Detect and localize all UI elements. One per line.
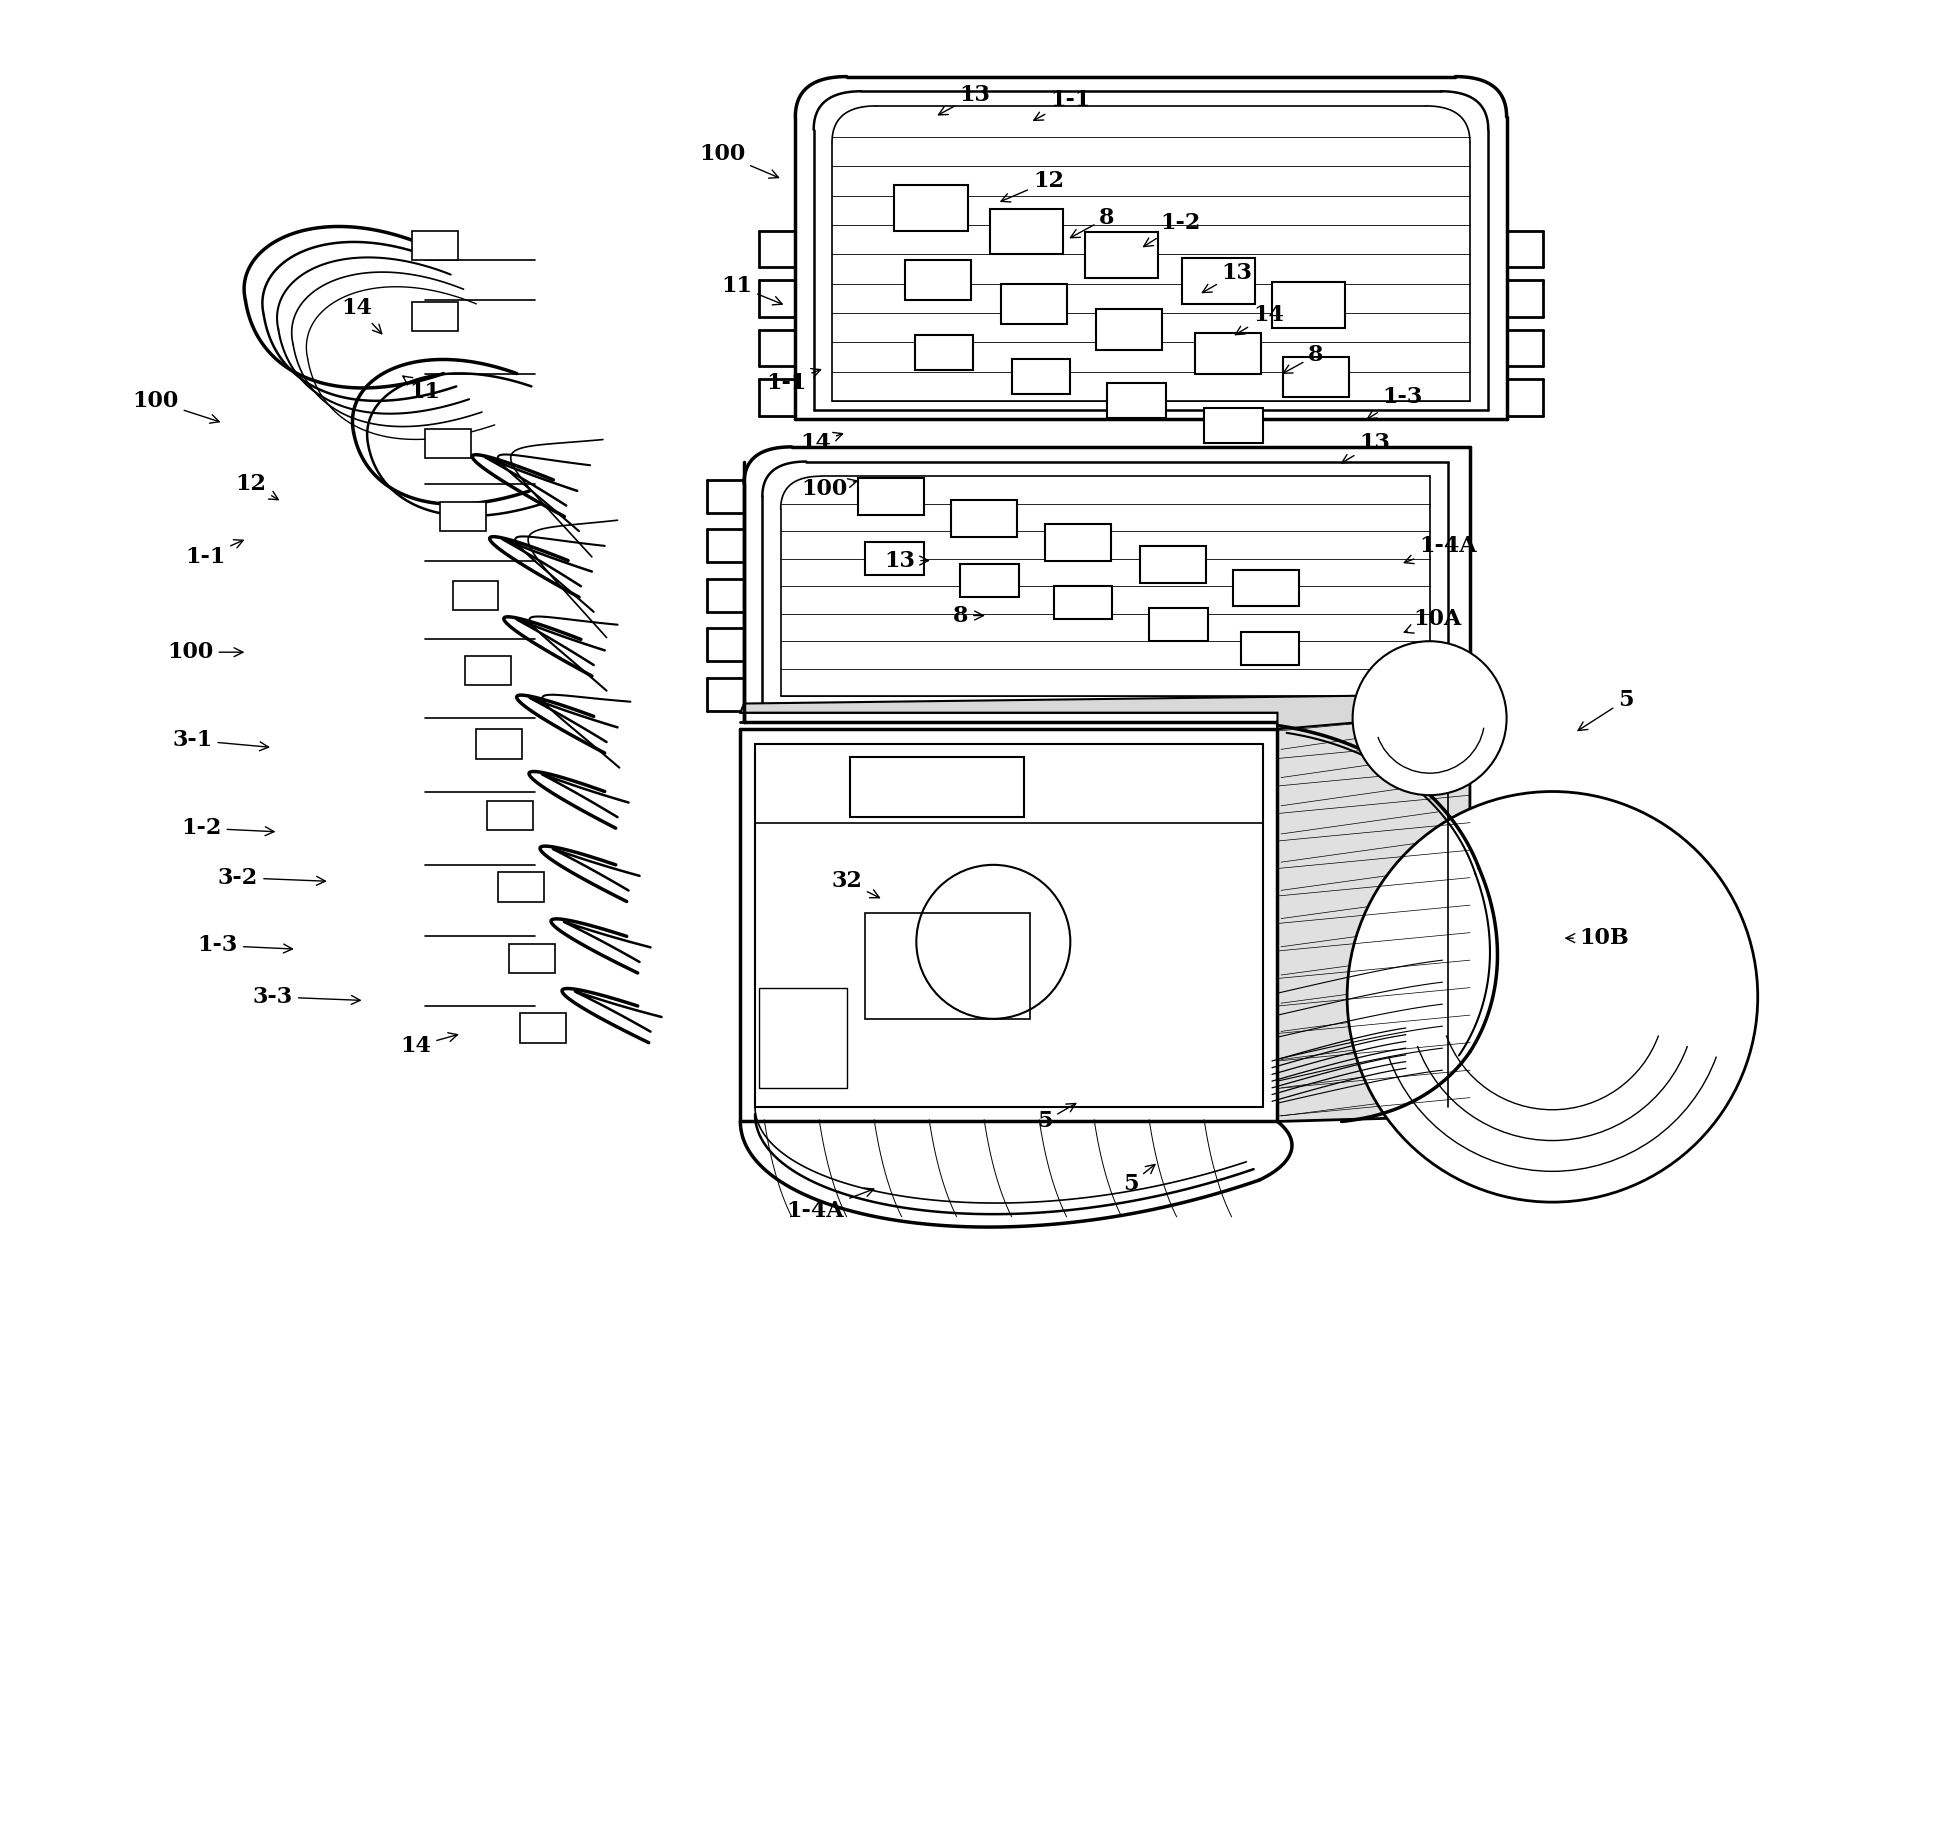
Bar xyxy=(1205,408,1264,443)
Text: 1-1: 1-1 xyxy=(766,369,821,393)
Bar xyxy=(425,429,470,458)
Text: 13: 13 xyxy=(885,550,928,571)
Bar xyxy=(991,209,1063,255)
Bar xyxy=(1195,332,1262,373)
Bar xyxy=(452,580,499,610)
Bar xyxy=(905,260,971,301)
Text: 12: 12 xyxy=(236,473,279,501)
Bar xyxy=(1271,283,1346,327)
Bar xyxy=(1182,259,1256,305)
Text: 10B: 10B xyxy=(1566,927,1628,949)
Text: 1-1: 1-1 xyxy=(185,539,244,567)
Bar xyxy=(476,730,523,759)
Bar xyxy=(1149,608,1207,641)
Bar xyxy=(866,912,1030,1020)
Bar xyxy=(466,656,511,685)
Text: 1-1: 1-1 xyxy=(1034,89,1090,120)
Circle shape xyxy=(1347,792,1757,1202)
Bar xyxy=(1240,632,1299,665)
Text: 14: 14 xyxy=(400,1032,458,1056)
Text: 14: 14 xyxy=(1236,305,1283,334)
Text: 13: 13 xyxy=(1203,262,1252,292)
Bar xyxy=(499,872,544,901)
Text: 1-2: 1-2 xyxy=(1143,212,1201,247)
Text: 100: 100 xyxy=(133,390,218,423)
Bar xyxy=(1000,284,1067,323)
Bar xyxy=(1141,547,1205,582)
Bar xyxy=(1283,356,1349,397)
Text: 3-3: 3-3 xyxy=(254,986,361,1008)
Text: 11: 11 xyxy=(404,377,441,403)
Bar xyxy=(521,1014,565,1044)
Bar xyxy=(441,502,486,532)
Bar xyxy=(411,303,458,331)
Text: 32: 32 xyxy=(831,870,879,898)
Circle shape xyxy=(916,864,1071,1020)
Text: 5: 5 xyxy=(1578,689,1634,731)
Text: 1-4A: 1-4A xyxy=(786,1188,874,1223)
Bar xyxy=(1234,569,1299,606)
Polygon shape xyxy=(741,694,1470,730)
Bar xyxy=(411,231,458,260)
Bar xyxy=(915,334,973,369)
Text: 14: 14 xyxy=(341,297,382,334)
Text: 1-4A: 1-4A xyxy=(1404,536,1476,563)
Bar xyxy=(895,185,967,231)
Text: 8: 8 xyxy=(954,604,983,626)
Text: 1-3: 1-3 xyxy=(1367,386,1422,419)
Text: 11: 11 xyxy=(722,275,782,305)
Text: 3-1: 3-1 xyxy=(172,730,269,752)
Bar xyxy=(1053,585,1113,619)
Polygon shape xyxy=(1277,704,1470,1121)
Text: 3-2: 3-2 xyxy=(218,866,326,888)
Bar xyxy=(1045,525,1112,560)
Bar xyxy=(1084,233,1158,279)
Bar xyxy=(858,478,924,515)
Bar xyxy=(866,543,924,574)
Text: 13: 13 xyxy=(1342,432,1390,464)
Circle shape xyxy=(1353,641,1507,796)
Bar xyxy=(1096,310,1162,349)
Text: 13: 13 xyxy=(938,83,991,115)
Bar xyxy=(488,802,532,829)
Text: 100: 100 xyxy=(698,142,778,177)
Text: 5: 5 xyxy=(1037,1103,1076,1132)
Text: 10A: 10A xyxy=(1404,608,1461,634)
Bar xyxy=(1108,382,1166,417)
Text: 8: 8 xyxy=(1071,207,1115,238)
Text: 100: 100 xyxy=(801,478,858,501)
Bar xyxy=(759,988,846,1088)
Text: 1-3: 1-3 xyxy=(197,935,292,957)
Bar xyxy=(959,563,1020,597)
Text: 5: 5 xyxy=(1123,1164,1154,1195)
Text: 12: 12 xyxy=(1000,170,1065,201)
Bar xyxy=(509,944,556,973)
Text: 100: 100 xyxy=(168,641,244,663)
Bar xyxy=(1012,358,1071,393)
Bar xyxy=(952,501,1018,537)
Text: 8: 8 xyxy=(1283,344,1324,373)
Bar xyxy=(850,757,1024,816)
Text: 1-2: 1-2 xyxy=(181,816,275,839)
Text: 14: 14 xyxy=(800,432,842,454)
